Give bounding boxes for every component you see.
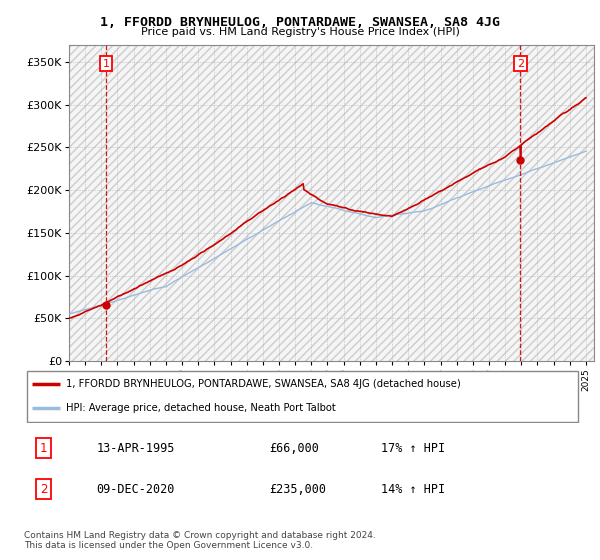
- Bar: [69, 45, 594, 361]
- Text: Price paid vs. HM Land Registry's House Price Index (HPI): Price paid vs. HM Land Registry's House …: [140, 27, 460, 37]
- Text: 1: 1: [103, 59, 109, 69]
- Text: 13-APR-1995: 13-APR-1995: [97, 441, 175, 455]
- Text: £66,000: £66,000: [269, 441, 319, 455]
- Text: 14% ↑ HPI: 14% ↑ HPI: [381, 483, 445, 496]
- Text: 17% ↑ HPI: 17% ↑ HPI: [381, 441, 445, 455]
- Text: 1, FFORDD BRYNHEULOG, PONTARDAWE, SWANSEA, SA8 4JG: 1, FFORDD BRYNHEULOG, PONTARDAWE, SWANSE…: [100, 16, 500, 29]
- Text: 2: 2: [517, 59, 524, 69]
- Text: £235,000: £235,000: [269, 483, 326, 496]
- Text: HPI: Average price, detached house, Neath Port Talbot: HPI: Average price, detached house, Neat…: [66, 403, 335, 413]
- Text: 1: 1: [40, 441, 47, 455]
- Text: 1, FFORDD BRYNHEULOG, PONTARDAWE, SWANSEA, SA8 4JG (detached house): 1, FFORDD BRYNHEULOG, PONTARDAWE, SWANSE…: [66, 379, 461, 389]
- Text: 2: 2: [40, 483, 47, 496]
- Text: 09-DEC-2020: 09-DEC-2020: [97, 483, 175, 496]
- Text: Contains HM Land Registry data © Crown copyright and database right 2024.
This d: Contains HM Land Registry data © Crown c…: [24, 531, 376, 550]
